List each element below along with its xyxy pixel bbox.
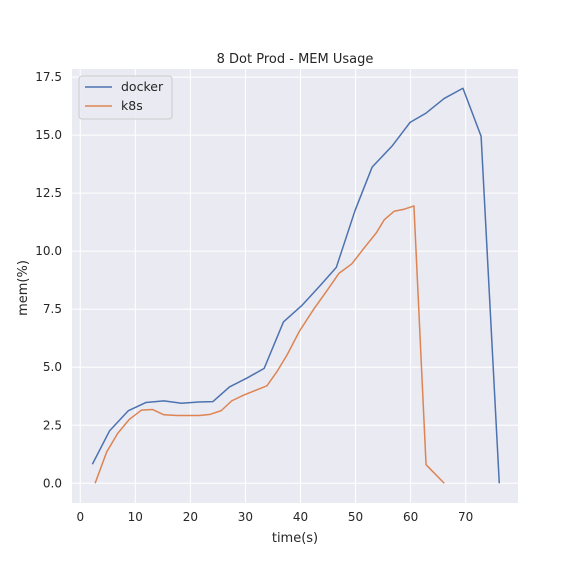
x-tick-label: 30 <box>238 510 253 524</box>
x-tick-label: 10 <box>128 510 143 524</box>
x-tick-label: 70 <box>458 510 473 524</box>
x-tick-label: 50 <box>348 510 363 524</box>
x-tick-labels: 0 10 20 30 40 50 60 70 <box>76 510 473 524</box>
y-tick-label: 15.0 <box>35 128 62 142</box>
y-tick-labels: 0.0 2.5 5.0 7.5 10.0 12.5 15.0 17.5 <box>35 70 62 490</box>
x-tick-label: 60 <box>403 510 418 524</box>
x-tick-label: 20 <box>183 510 198 524</box>
x-tick-label: 40 <box>293 510 308 524</box>
x-tick-label: 0 <box>76 510 84 524</box>
y-tick-label: 17.5 <box>35 70 62 84</box>
grid-lines <box>72 69 518 503</box>
series-line-k8s <box>94 205 445 484</box>
series-line-docker <box>91 87 501 484</box>
chart-title: 8 Dot Prod - MEM Usage <box>217 52 374 67</box>
y-tick-label: 7.5 <box>43 302 62 316</box>
plot-area <box>72 69 518 503</box>
series-layer <box>91 87 501 484</box>
y-tick-label: 2.5 <box>43 418 62 432</box>
legend: docker k8s <box>78 75 173 120</box>
y-tick-label: 5.0 <box>43 360 62 374</box>
x-axis-label: time(s) <box>272 531 318 546</box>
y-tick-label: 0.0 <box>43 476 62 490</box>
legend-label-docker: docker <box>121 79 164 94</box>
y-tick-label: 12.5 <box>35 186 62 200</box>
y-tick-label: 10.0 <box>35 244 62 258</box>
y-axis-label: mem(%) <box>16 260 31 316</box>
legend-label-k8s: k8s <box>121 98 143 113</box>
